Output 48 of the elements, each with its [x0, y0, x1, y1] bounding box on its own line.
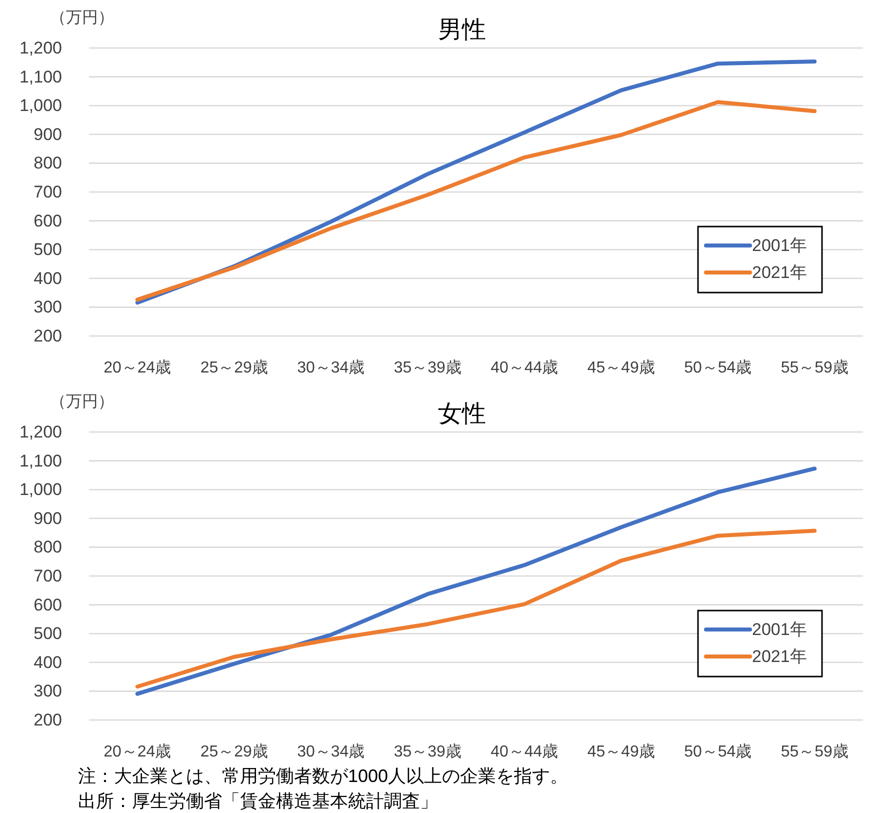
- x-tick-label: 30～34歳: [297, 742, 365, 760]
- y-tick-label: 400: [34, 652, 62, 672]
- y-tick-label: 200: [34, 710, 62, 730]
- x-tick-label: 20～24歳: [104, 358, 172, 376]
- legend-label: 2001年: [752, 620, 807, 640]
- y-tick-label: 500: [34, 240, 62, 260]
- x-tick-label: 25～29歳: [200, 742, 268, 760]
- x-tick-label: 50～54歳: [684, 742, 752, 760]
- chart-title: 女性: [438, 400, 486, 428]
- y-tick-label: 700: [34, 182, 62, 202]
- x-tick-label: 35～39歳: [394, 742, 462, 760]
- y-tick-label: 900: [34, 124, 62, 144]
- text: 出所：厚生労働省「賃金構造基本統計調査」: [78, 791, 438, 811]
- x-tick-label: 40～44歳: [490, 742, 558, 760]
- text: 注：大企業とは、常用労働者数が1000人以上の企業を指す。: [78, 766, 568, 786]
- legend-label: 2021年: [752, 263, 807, 282]
- legend-label: 2001年: [752, 236, 807, 256]
- x-tick-label: 50～54歳: [684, 358, 752, 376]
- x-tick-label: 20～24歳: [104, 742, 172, 760]
- y-tick-label: 700: [34, 566, 62, 586]
- x-tick-label: 55～59歳: [780, 742, 848, 760]
- legend-label: 2021年: [752, 647, 807, 666]
- chart-title: 男性: [438, 16, 486, 44]
- x-tick-label: 40～44歳: [490, 358, 558, 376]
- y-tick-label: 800: [34, 154, 62, 173]
- x-tick-label: 25～29歳: [200, 358, 268, 376]
- y-tick-label: 500: [34, 624, 62, 644]
- x-tick-label: 45～49歳: [587, 358, 655, 376]
- y-axis-title: （万円）: [50, 10, 114, 26]
- y-tick-label: 1,000: [19, 96, 62, 116]
- y-tick-label: 800: [34, 538, 62, 557]
- y-tick-label: 400: [34, 268, 62, 288]
- x-tick-label: 55～59歳: [780, 358, 848, 376]
- x-tick-label: 45～49歳: [587, 742, 655, 760]
- x-tick-label: 35～39歳: [394, 358, 462, 376]
- y-tick-label: 600: [34, 595, 62, 614]
- y-axis-title: （万円）: [50, 394, 114, 410]
- y-tick-label: 300: [34, 682, 62, 701]
- y-tick-label: 1,000: [19, 480, 62, 500]
- y-tick-label: 1,200: [19, 38, 62, 58]
- y-tick-label: 600: [34, 211, 62, 230]
- y-tick-label: 900: [34, 508, 62, 528]
- y-tick-label: 200: [34, 326, 62, 346]
- x-tick-label: 30～34歳: [297, 358, 365, 376]
- y-tick-label: 300: [34, 298, 62, 317]
- y-tick-label: 1,100: [19, 67, 62, 86]
- y-tick-label: 1,200: [19, 422, 62, 442]
- y-tick-label: 1,100: [19, 451, 62, 470]
